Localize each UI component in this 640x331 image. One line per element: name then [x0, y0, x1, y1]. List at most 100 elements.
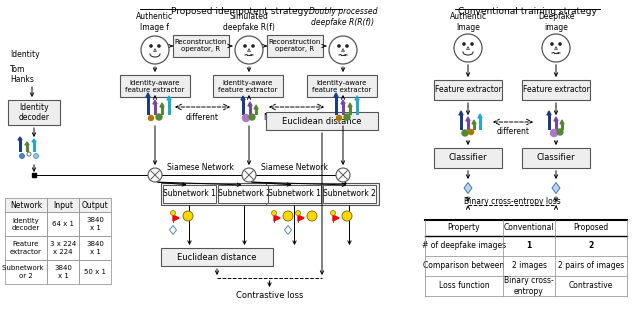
Bar: [460, 115, 463, 130]
Polygon shape: [298, 215, 304, 221]
Bar: [342, 104, 344, 115]
Circle shape: [558, 42, 562, 46]
Polygon shape: [348, 103, 352, 107]
Text: Network: Network: [10, 201, 42, 210]
Circle shape: [235, 36, 263, 64]
Circle shape: [283, 211, 293, 221]
Bar: [266, 112, 378, 130]
Polygon shape: [554, 117, 558, 121]
Text: 64 x 1: 64 x 1: [52, 221, 74, 227]
Text: Proposed: Proposed: [573, 223, 609, 232]
Bar: [218, 185, 271, 203]
Circle shape: [249, 114, 255, 120]
Text: Input: Input: [53, 201, 73, 210]
Polygon shape: [560, 120, 564, 124]
Bar: [349, 107, 351, 115]
Circle shape: [148, 168, 162, 182]
Text: 2 pairs of images: 2 pairs of images: [558, 261, 624, 270]
Text: Identity
decoder: Identity decoder: [12, 217, 40, 230]
Bar: [547, 115, 550, 130]
Bar: [213, 75, 283, 97]
Text: Conventional training strategy: Conventional training strategy: [458, 7, 596, 16]
Bar: [161, 107, 163, 115]
Text: Identity
decoder: Identity decoder: [19, 103, 49, 122]
Circle shape: [141, 36, 169, 64]
Polygon shape: [25, 142, 29, 145]
Text: 3840
x 1: 3840 x 1: [86, 217, 104, 230]
Circle shape: [342, 211, 352, 221]
Bar: [32, 173, 36, 177]
Circle shape: [251, 44, 255, 48]
Circle shape: [344, 114, 350, 120]
Text: Siamese Network: Siamese Network: [260, 163, 328, 171]
Circle shape: [550, 129, 557, 136]
Circle shape: [337, 116, 342, 120]
Circle shape: [454, 34, 482, 62]
Circle shape: [296, 211, 301, 215]
Bar: [255, 109, 257, 115]
Text: Output: Output: [82, 201, 108, 210]
Text: Reconstruction
operator, R: Reconstruction operator, R: [175, 39, 227, 53]
Bar: [161, 183, 274, 205]
Text: Simulated
deepfake R(f): Simulated deepfake R(f): [223, 12, 275, 32]
Text: Subnetwork 1: Subnetwork 1: [268, 190, 321, 199]
Bar: [479, 118, 481, 130]
Text: Binary cross-
entropy: Binary cross- entropy: [504, 276, 554, 296]
Bar: [161, 248, 273, 266]
Bar: [147, 97, 150, 115]
Text: Feature
extractor: Feature extractor: [10, 242, 42, 255]
Bar: [522, 80, 590, 100]
Circle shape: [156, 114, 162, 120]
Bar: [47, 236, 79, 260]
Polygon shape: [241, 96, 245, 100]
Text: 3840
x 1: 3840 x 1: [54, 265, 72, 278]
Circle shape: [157, 44, 161, 48]
Circle shape: [271, 211, 276, 215]
Circle shape: [470, 42, 474, 46]
Polygon shape: [153, 100, 157, 104]
Text: 50 x 1: 50 x 1: [84, 269, 106, 275]
Text: Near-idempotent: Near-idempotent: [264, 113, 328, 121]
Text: Feature extractor: Feature extractor: [435, 85, 501, 94]
Text: Contrastive: Contrastive: [569, 281, 613, 291]
Polygon shape: [32, 139, 36, 142]
Text: 1: 1: [526, 242, 532, 251]
Bar: [335, 97, 337, 115]
Bar: [5, 260, 47, 284]
Bar: [168, 100, 170, 115]
Text: Deepfake
image: Deepfake image: [538, 12, 574, 32]
Bar: [561, 124, 563, 130]
Bar: [79, 236, 111, 260]
Text: Classifier: Classifier: [449, 154, 487, 163]
Bar: [467, 121, 470, 130]
Circle shape: [183, 211, 193, 221]
Circle shape: [462, 42, 466, 46]
Polygon shape: [547, 111, 551, 115]
Circle shape: [336, 168, 350, 182]
Text: Hanks: Hanks: [10, 75, 34, 84]
Bar: [522, 148, 590, 168]
Polygon shape: [167, 96, 171, 100]
Text: Authentic
Image f: Authentic Image f: [136, 12, 173, 32]
Bar: [247, 173, 251, 177]
Text: Classifier: Classifier: [537, 154, 575, 163]
Text: Subnetwork 2: Subnetwork 2: [218, 190, 271, 199]
Bar: [26, 145, 29, 152]
Text: Conventional: Conventional: [504, 223, 554, 232]
Bar: [154, 104, 157, 115]
Text: Comparison between: Comparison between: [424, 261, 504, 270]
Text: Euclidean distance: Euclidean distance: [177, 253, 257, 261]
Polygon shape: [333, 215, 339, 221]
Bar: [153, 173, 157, 177]
Circle shape: [243, 115, 250, 121]
Text: Doubly processed
deepfake R(R(f)): Doubly processed deepfake R(R(f)): [308, 7, 377, 27]
Text: Identity-aware
feature extractor: Identity-aware feature extractor: [312, 79, 372, 92]
Text: Property: Property: [448, 223, 480, 232]
Bar: [554, 121, 557, 130]
Bar: [47, 260, 79, 284]
Polygon shape: [146, 93, 150, 97]
Bar: [47, 212, 79, 236]
Bar: [241, 100, 244, 115]
Circle shape: [550, 42, 554, 46]
Circle shape: [542, 34, 570, 62]
